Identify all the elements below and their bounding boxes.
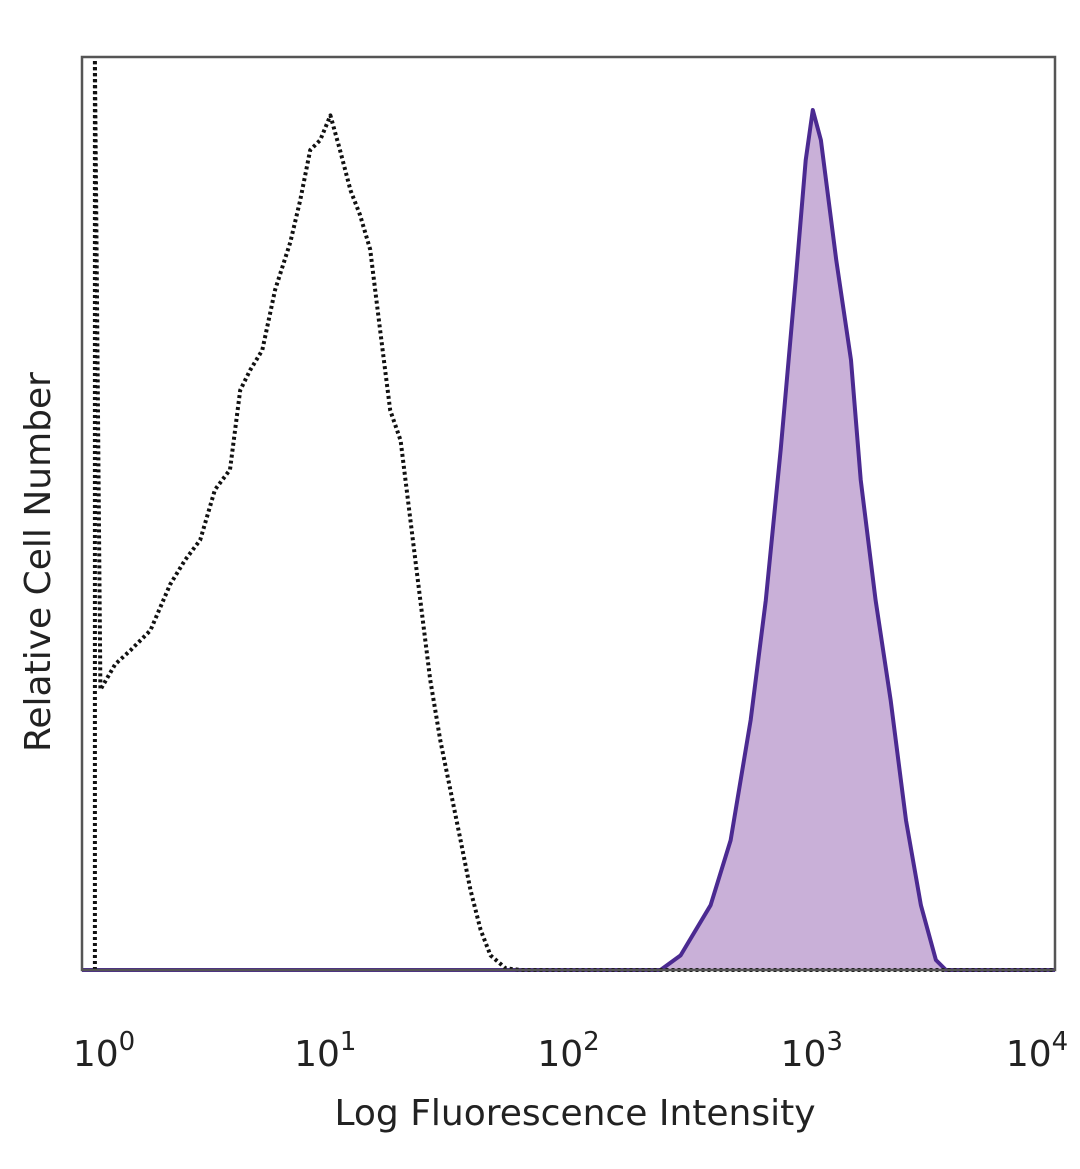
x-tick-exponent: 3 bbox=[826, 1027, 843, 1057]
x-tick-labels: 100 101 102 103 104 bbox=[73, 1027, 1068, 1075]
x-tick-label: 102 bbox=[537, 1027, 599, 1075]
control-histogram-line bbox=[92, 57, 1055, 972]
stained-histogram-fill bbox=[82, 110, 1055, 970]
plot-frame bbox=[80, 55, 1057, 972]
x-tick-base: 10 bbox=[781, 1034, 827, 1075]
x-tick-label: 100 bbox=[73, 1027, 135, 1075]
series-layer bbox=[82, 57, 1055, 972]
x-tick-label: 103 bbox=[781, 1027, 843, 1075]
stained-histogram-line bbox=[82, 108, 1055, 972]
y-axis-label: Relative Cell Number bbox=[18, 372, 59, 752]
x-tick-base: 10 bbox=[537, 1034, 583, 1075]
x-tick-exponent: 2 bbox=[583, 1027, 600, 1057]
x-tick-base: 10 bbox=[73, 1034, 119, 1075]
x-tick-label: 101 bbox=[294, 1027, 356, 1075]
x-tick-base: 10 bbox=[294, 1034, 340, 1075]
x-tick-exponent: 4 bbox=[1052, 1027, 1069, 1057]
x-tick-label: 104 bbox=[1006, 1027, 1068, 1075]
x-axis-label: Log Fluorescence Intensity bbox=[334, 1093, 815, 1134]
x-tick-base: 10 bbox=[1006, 1034, 1052, 1075]
x-tick-exponent: 1 bbox=[340, 1027, 357, 1057]
x-tick-exponent: 0 bbox=[119, 1027, 136, 1057]
